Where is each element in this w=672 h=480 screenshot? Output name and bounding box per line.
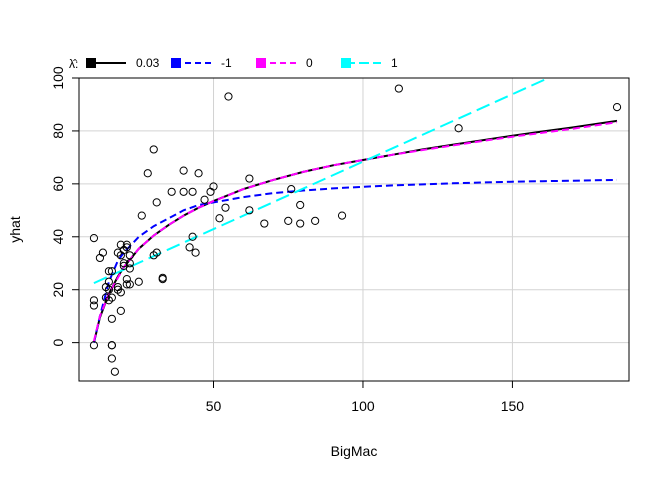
- data-point: [185, 243, 194, 252]
- x-tick-label: 100: [351, 398, 375, 414]
- data-point: [104, 296, 113, 305]
- legend-label: 1: [391, 56, 398, 70]
- y-axis: 0 20 40 60 80 100: [50, 66, 80, 347]
- data-point: [89, 301, 99, 310]
- data-point: [245, 206, 254, 215]
- data-point: [152, 248, 161, 257]
- series-line: [92, 178, 618, 343]
- legend-swatch: [171, 58, 181, 68]
- data-point: [107, 341, 116, 350]
- data-point: [337, 211, 347, 220]
- data-point: [224, 92, 233, 101]
- data-point: [221, 203, 230, 212]
- data-point: [149, 251, 158, 260]
- data-point: [116, 288, 125, 297]
- data-point: [143, 169, 152, 178]
- data-point: [167, 187, 176, 196]
- data-point: [137, 211, 146, 220]
- data-point: [188, 232, 197, 241]
- data-point: [287, 185, 296, 194]
- x-tick-label: 150: [501, 398, 525, 414]
- data-point: [188, 187, 197, 196]
- y-tick-label: 0: [50, 339, 66, 347]
- y-tick-label: 80: [50, 123, 66, 139]
- data-point: [125, 251, 134, 260]
- x-tick-label: 50: [206, 398, 222, 414]
- data-point: [125, 259, 134, 268]
- data-point: [311, 216, 320, 225]
- data-point: [122, 240, 131, 249]
- series-line: [93, 78, 549, 285]
- legend-swatch: [256, 58, 266, 68]
- data-point: [134, 277, 143, 286]
- data-point: [179, 187, 188, 196]
- data-point: [89, 234, 99, 243]
- data-point: [107, 267, 116, 276]
- data-point: [122, 243, 131, 252]
- data-point: [158, 273, 167, 282]
- data-point: [107, 354, 116, 363]
- data-point: [200, 195, 209, 204]
- data-point: [107, 314, 116, 323]
- data-point: [113, 285, 122, 294]
- y-tick-label: 40: [50, 229, 66, 245]
- data-point: [98, 248, 108, 257]
- data-point: [191, 248, 200, 257]
- y-axis-title: yhat: [7, 216, 23, 243]
- legend-label: 0.03: [136, 56, 160, 70]
- data-point: [149, 145, 158, 154]
- data-point: [215, 214, 224, 223]
- data-point: [179, 166, 188, 175]
- data-point: [104, 285, 113, 294]
- data-point: [104, 267, 113, 276]
- x-axis: 50 100 150: [206, 380, 525, 414]
- legend-swatch: [86, 58, 96, 68]
- data-point: [296, 200, 305, 210]
- data-point: [209, 182, 218, 191]
- data-point: [110, 367, 119, 376]
- data-point: [125, 280, 134, 289]
- y-tick-label: 60: [50, 176, 66, 192]
- data-point: [260, 219, 269, 228]
- data-point: [194, 169, 203, 178]
- legend-label: 0: [306, 56, 313, 70]
- legend: λ̂: 0.03 -1 0 1: [69, 56, 398, 71]
- data-point: [116, 306, 125, 315]
- data-point: [89, 341, 99, 350]
- data-point: [296, 219, 305, 228]
- data-point: [245, 174, 254, 183]
- x-axis-title: BigMac: [331, 443, 378, 459]
- data-point: [122, 280, 131, 289]
- data-point: [107, 293, 116, 302]
- data-point: [119, 259, 128, 268]
- data-point: [152, 198, 161, 207]
- y-tick-label: 100: [50, 66, 66, 90]
- data-point: [89, 296, 99, 305]
- data-point: [101, 293, 111, 302]
- data-point: [125, 264, 134, 273]
- data-point: [104, 277, 113, 286]
- legend-title: λ̂:: [69, 57, 78, 71]
- legend-swatch: [341, 58, 351, 68]
- legend-label: -1: [221, 56, 232, 70]
- y-tick-label: 20: [50, 282, 66, 298]
- data-point: [454, 124, 463, 133]
- scatter-points: [89, 84, 622, 376]
- data-point: [394, 84, 403, 93]
- data-point: [612, 103, 622, 112]
- data-point: [284, 216, 293, 225]
